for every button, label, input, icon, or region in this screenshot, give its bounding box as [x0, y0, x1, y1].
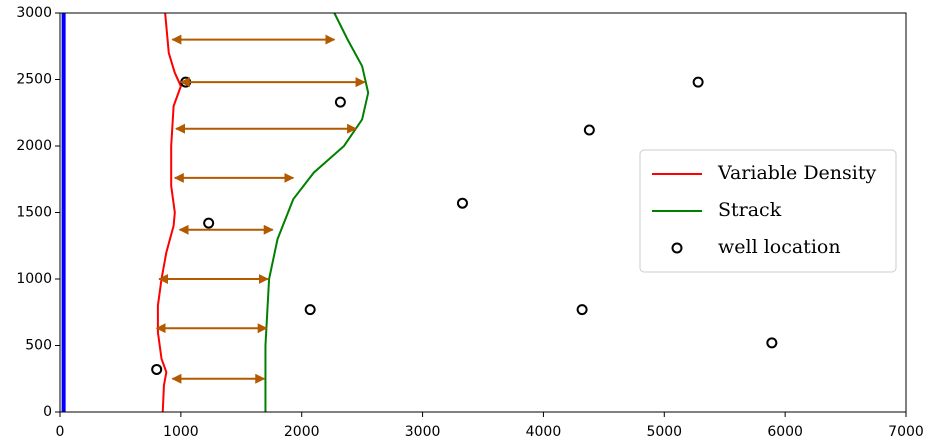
legend-swatch [671, 242, 683, 254]
y-tick-label: 500 [25, 338, 52, 354]
series-line [156, 12, 182, 413]
y-tick-label: 1000 [16, 271, 52, 287]
legend-label: Variable Density [717, 162, 876, 184]
well-marker [456, 197, 468, 209]
y-tick-label: 3000 [16, 5, 52, 21]
y-tick-label: 0 [43, 404, 52, 420]
y-tick-label: 2500 [16, 72, 52, 88]
well-marker [576, 304, 588, 316]
x-tick-label: 3000 [405, 424, 441, 440]
well-marker [304, 304, 316, 316]
x-tick-label: 4000 [526, 424, 562, 440]
x-tick-label: 7000 [888, 424, 924, 440]
y-tick-label: 2000 [16, 138, 52, 154]
x-tick-label: 5000 [646, 424, 682, 440]
series-line [264, 12, 370, 412]
x-tick-label: 2000 [284, 424, 320, 440]
well-marker [151, 363, 163, 375]
y-tick-label: 1500 [16, 205, 52, 221]
well-marker [334, 96, 346, 108]
well-marker [766, 337, 778, 349]
legend-box [639, 149, 897, 273]
well-marker [692, 76, 704, 88]
plot-frame [59, 12, 907, 413]
legend-label: Strack [718, 199, 782, 221]
well-marker [203, 217, 215, 229]
x-tick-label: 1000 [163, 424, 199, 440]
x-tick-label: 0 [56, 424, 65, 440]
x-tick-label: 6000 [767, 424, 803, 440]
legend-label: well location [718, 236, 841, 258]
well-marker [583, 124, 595, 136]
